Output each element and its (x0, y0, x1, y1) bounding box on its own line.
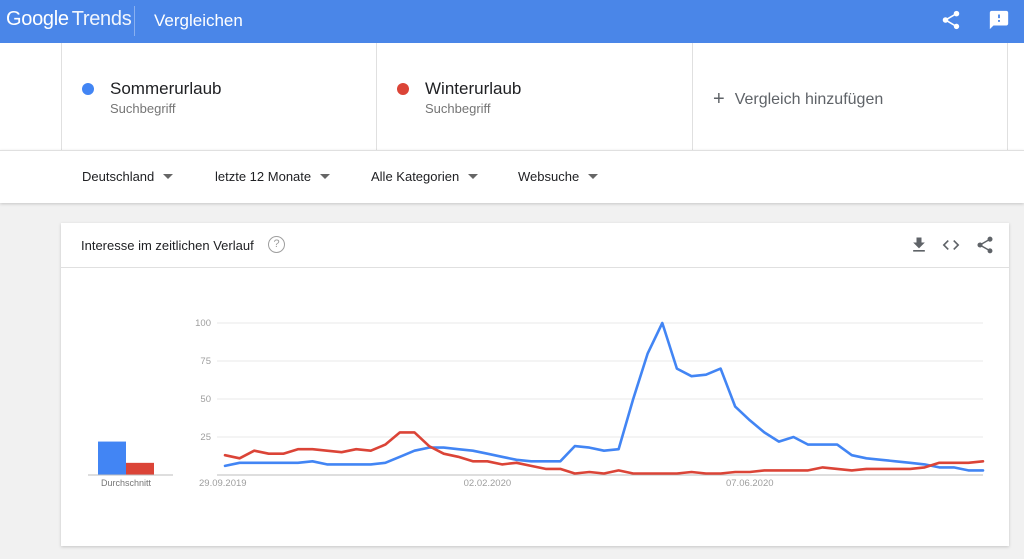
average-bar (126, 462, 154, 475)
average-bar (98, 441, 126, 475)
add-compare-label: Vergleich hinzufügen (734, 91, 884, 108)
term-card-winterurlaub[interactable]: Winterurlaub Suchbegriff (376, 43, 692, 150)
google-trends-logo[interactable]: Google Trends (6, 8, 132, 31)
chevron-down-icon (588, 174, 599, 179)
add-compare-button[interactable]: + Vergleich hinzufügen (713, 88, 883, 111)
period-label: letzte 12 Monate (215, 169, 312, 184)
y-tick-label: 25 (200, 432, 211, 443)
term-subtitle: Suchbegriff (110, 101, 176, 116)
search-type-label: Websuche (518, 169, 580, 184)
top-app-bar: Google Trends Vergleichen (0, 0, 1024, 43)
chevron-down-icon (163, 174, 174, 179)
category-label: Alle Kategorien (371, 169, 460, 184)
term-color-dot (397, 83, 409, 95)
chevron-down-icon (468, 174, 479, 179)
series-line-0 (223, 321, 985, 472)
search-terms-bar: Sommerurlaub Suchbegriff Winterurlaub Su… (0, 43, 1024, 150)
y-tick-label: 100 (195, 318, 211, 329)
period-dropdown[interactable]: letzte 12 Monate (215, 169, 331, 184)
download-icon[interactable] (909, 235, 929, 255)
page-title: Vergleichen (154, 11, 243, 30)
help-icon[interactable]: ? (268, 236, 285, 253)
plus-icon: + (713, 88, 725, 110)
filter-bar: Deutschland letzte 12 Monate Alle Katego… (0, 150, 1024, 203)
term-subtitle: Suchbegriff (425, 101, 491, 116)
term-name: Sommerurlaub (110, 79, 222, 98)
logo-trends-text: Trends (71, 8, 132, 30)
share-icon[interactable] (940, 9, 962, 31)
search-type-dropdown[interactable]: Websuche (518, 169, 599, 184)
term-card-sommerurlaub[interactable]: Sommerurlaub Suchbegriff (61, 43, 376, 150)
series-line-1 (223, 431, 985, 475)
chevron-down-icon (320, 174, 331, 179)
region-label: Deutschland (82, 169, 155, 184)
add-compare-card[interactable]: + Vergleich hinzufügen (692, 43, 1008, 150)
region-dropdown[interactable]: Deutschland (82, 169, 174, 184)
x-tick-label: 07.06.2020 (726, 478, 774, 489)
header-divider (134, 6, 135, 36)
x-tick-label: 29.09.2019 (199, 478, 247, 489)
widget-title: Interesse im zeitlichen Verlauf (81, 238, 254, 253)
term-color-dot (82, 83, 94, 95)
term-name: Winterurlaub (425, 79, 522, 98)
interest-over-time-widget: Interesse im zeitlichen Verlauf ? 25 50 75… (61, 223, 1009, 546)
feedback-icon[interactable] (988, 9, 1010, 31)
x-tick-label: 02.02.2020 (464, 478, 512, 489)
widget-header: Interesse im zeitlichen Verlauf ? (61, 223, 1009, 268)
average-label: Durchschnitt (101, 478, 152, 488)
embed-icon[interactable] (941, 235, 961, 255)
widget-share-icon[interactable] (975, 235, 995, 255)
y-tick-label: 50 (200, 394, 211, 405)
y-tick-label: 75 (200, 356, 211, 367)
category-dropdown[interactable]: Alle Kategorien (371, 169, 479, 184)
interest-line-chart[interactable]: 25 50 75 100 29.09.2019 02.02.2020 07.06.2020 D… (61, 223, 1009, 546)
logo-google-text: Google (6, 8, 69, 30)
